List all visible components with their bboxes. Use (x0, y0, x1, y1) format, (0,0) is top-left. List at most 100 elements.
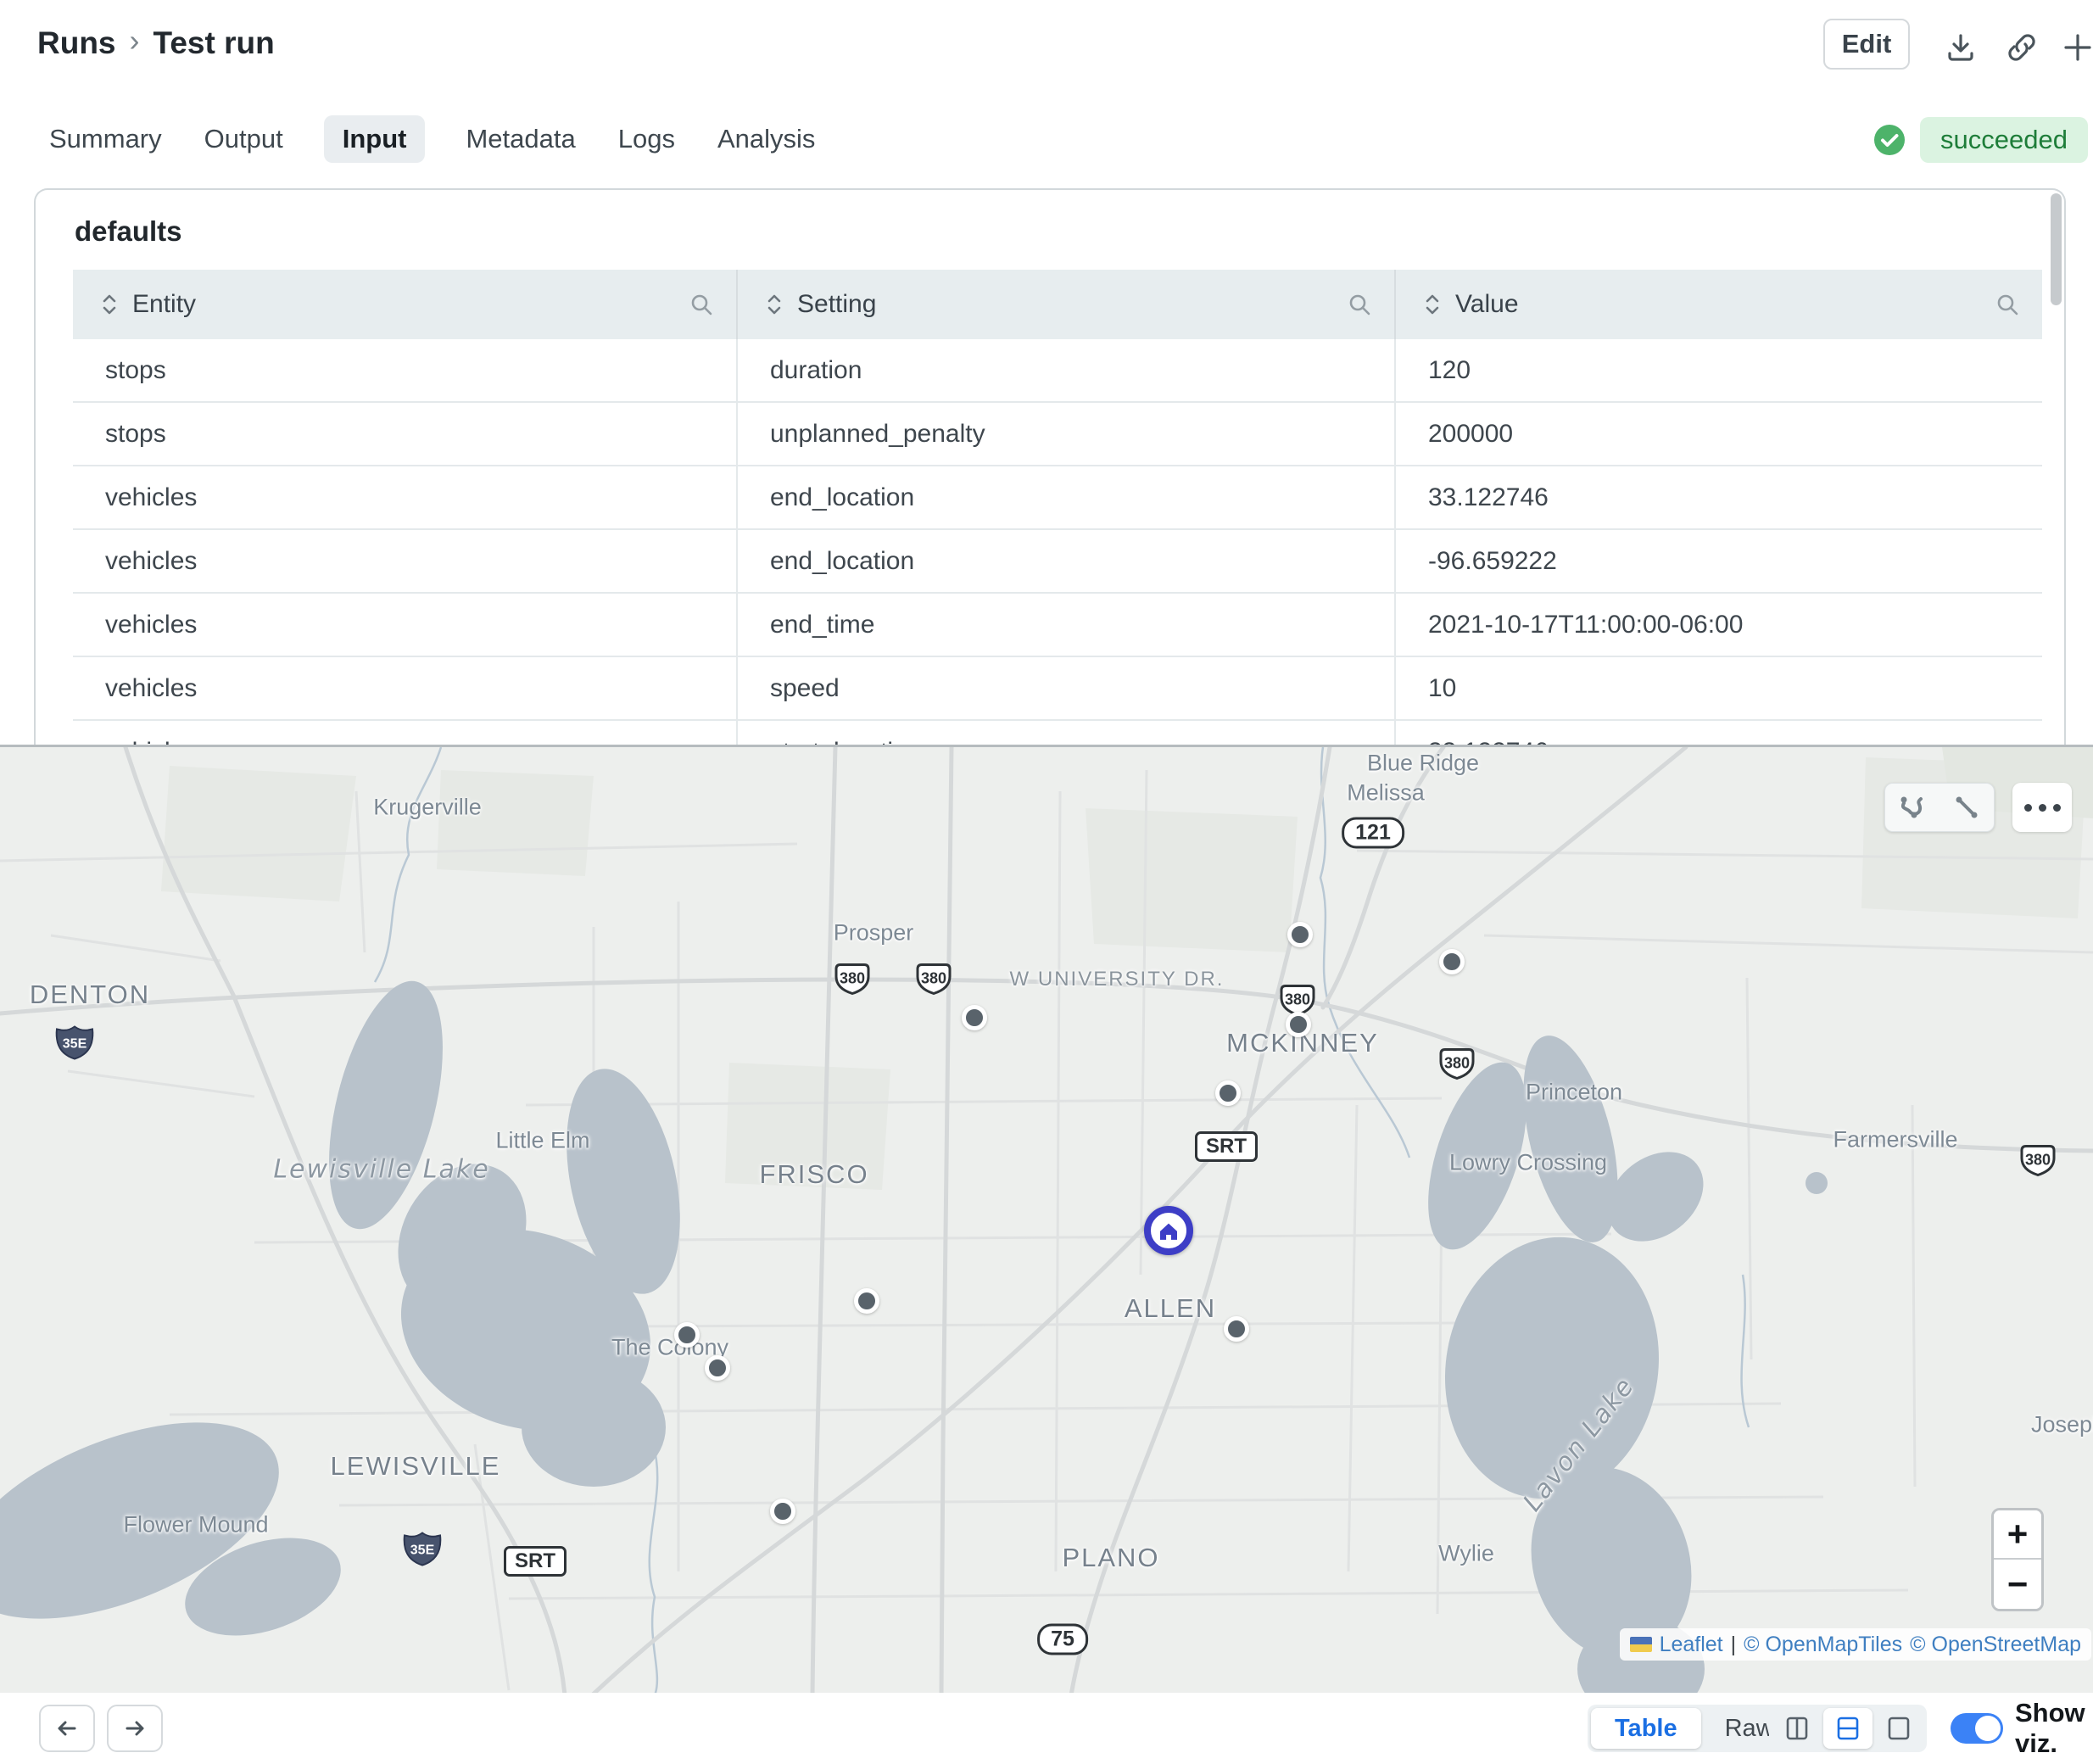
table-cell: vehicles (73, 594, 738, 656)
show-viz-toggle[interactable] (1951, 1713, 2003, 1744)
map-attribution: Leaflet | © OpenMapTiles © OpenStreetMap (1620, 1628, 2091, 1661)
tab-metadata[interactable]: Metadata (464, 115, 577, 163)
home-icon (1156, 1218, 1181, 1243)
map-route-tools[interactable] (1884, 783, 1995, 832)
prev-button[interactable] (39, 1705, 95, 1752)
map-town-label: Wylie (1438, 1541, 1494, 1567)
table-cell: -96.659222 (1396, 530, 2042, 592)
split-vertical-icon[interactable] (1772, 1708, 1822, 1749)
single-pane-icon[interactable] (1874, 1708, 1923, 1749)
breadcrumb: Runs › Test run (37, 25, 275, 61)
map-town-label: Melissa (1347, 780, 1425, 807)
map-city-label: LEWISVILLE (331, 1451, 501, 1482)
next-button[interactable] (107, 1705, 163, 1752)
column-header-setting[interactable]: Setting (738, 270, 1396, 339)
table-row: vehiclesspeed10 (73, 657, 2042, 721)
column-header-entity[interactable]: Entity (73, 270, 738, 339)
toll-road-badge: SRT (504, 1546, 567, 1577)
stop-marker[interactable] (1439, 949, 1465, 974)
column-header-value[interactable]: Value (1396, 270, 2042, 339)
table-cell: start_location (738, 721, 1396, 745)
table-row: vehiclesend_location-96.659222 (73, 530, 2042, 594)
tab-input[interactable]: Input (324, 115, 426, 163)
breadcrumb-runs[interactable]: Runs (37, 25, 116, 61)
column-label: Entity (132, 290, 689, 319)
tab-logs[interactable]: Logs (617, 115, 677, 163)
table-body: stopsduration120stopsunplanned_penalty20… (73, 339, 2042, 745)
map-zoom-control: + − (1991, 1508, 2044, 1611)
stop-marker[interactable] (674, 1322, 700, 1348)
tab-output[interactable]: Output (203, 115, 285, 163)
stop-marker[interactable] (1286, 1012, 1311, 1037)
tab-analysis[interactable]: Analysis (716, 115, 817, 163)
sort-icon (765, 293, 784, 315)
table-cell: end_location (738, 530, 1396, 592)
footer-toolbar: TableRaw Show viz. (0, 1693, 2093, 1764)
breadcrumb-run-title: Test run (153, 25, 275, 61)
stop-marker[interactable] (962, 1005, 987, 1030)
column-label: Setting (797, 290, 1347, 319)
sort-icon (100, 293, 119, 315)
split-horizontal-icon[interactable] (1823, 1708, 1873, 1749)
link-icon[interactable] (2003, 29, 2040, 66)
table-cell: speed (738, 657, 1396, 719)
map-town-label: Josephir (2031, 1412, 2093, 1438)
interstate-shield-badge: 35E (401, 1531, 444, 1572)
openstreetmap-link[interactable]: © OpenStreetMap (1910, 1633, 2081, 1657)
openmaptiles-link[interactable]: © OpenMapTiles (1744, 1633, 1902, 1657)
show-viz-label: Show viz. (2015, 1705, 2093, 1752)
table-cell: end_location (738, 466, 1396, 528)
svg-text:380: 380 (1285, 991, 1310, 1008)
arrow-left-icon (52, 1713, 82, 1744)
svg-text:380: 380 (840, 970, 865, 987)
plus-icon[interactable] (2059, 29, 2093, 66)
stop-marker[interactable] (1224, 1316, 1249, 1342)
zoom-out-button[interactable]: − (1994, 1560, 2041, 1609)
stop-marker[interactable] (770, 1499, 795, 1524)
route-line-icon[interactable] (1897, 792, 1928, 823)
stop-marker[interactable] (1287, 922, 1313, 947)
depot-marker[interactable] (1144, 1206, 1193, 1255)
table-row: stopsduration120 (73, 339, 2042, 403)
table-cell: 120 (1396, 339, 2042, 401)
attribution-separator: | (1731, 1633, 1737, 1657)
tab-summary[interactable]: Summary (47, 115, 164, 163)
svg-text:35E: 35E (63, 1037, 87, 1052)
layout-switcher (1769, 1705, 1927, 1752)
route-badge: 121 (1342, 818, 1404, 849)
table-cell: stops (73, 339, 738, 401)
search-icon[interactable] (689, 292, 714, 317)
straight-line-icon[interactable] (1951, 792, 1982, 823)
table-cell: end_time (738, 594, 1396, 656)
table-row: stopsunplanned_penalty200000 (73, 403, 2042, 466)
view-table-button[interactable]: Table (1591, 1708, 1701, 1749)
zoom-in-button[interactable]: + (1994, 1510, 2041, 1560)
table-cell: vehicles (73, 466, 738, 528)
table-cell: 33.122746 (1396, 721, 2042, 745)
run-status: succeeded (1873, 117, 2088, 163)
table-scrollbar[interactable] (2051, 193, 2062, 305)
map[interactable]: DENTONMCKINNEYFRISCOALLENLEWISVILLEPLANO… (0, 745, 2093, 1693)
download-icon[interactable] (1942, 29, 1979, 66)
map-more-button[interactable] (2012, 783, 2072, 832)
table-cell: vehicles (73, 530, 738, 592)
search-icon[interactable] (1995, 292, 2020, 317)
table-cell: vehicles (73, 657, 738, 719)
stop-marker[interactable] (1215, 1080, 1241, 1106)
edit-button[interactable]: Edit (1823, 19, 1910, 70)
map-town-label: Little Elm (495, 1128, 589, 1154)
leaflet-link[interactable]: Leaflet (1660, 1633, 1723, 1657)
map-city-label: PLANO (1062, 1543, 1159, 1573)
table-row: vehiclesend_time2021-10-17T11:00:00-06:0… (73, 594, 2042, 657)
table-row: vehiclesstart_location33.122746 (73, 721, 2042, 745)
arrow-right-icon (120, 1713, 150, 1744)
ukraine-flag-icon (1630, 1637, 1652, 1652)
table-cell: 10 (1396, 657, 2042, 719)
table-cell: vehicles (73, 721, 738, 745)
stop-marker[interactable] (705, 1355, 730, 1381)
svg-text:380: 380 (2025, 1152, 2051, 1169)
stop-marker[interactable] (854, 1288, 879, 1314)
search-icon[interactable] (1347, 292, 1372, 317)
map-city-label: DENTON (30, 980, 150, 1010)
table-cell: 200000 (1396, 403, 2042, 465)
